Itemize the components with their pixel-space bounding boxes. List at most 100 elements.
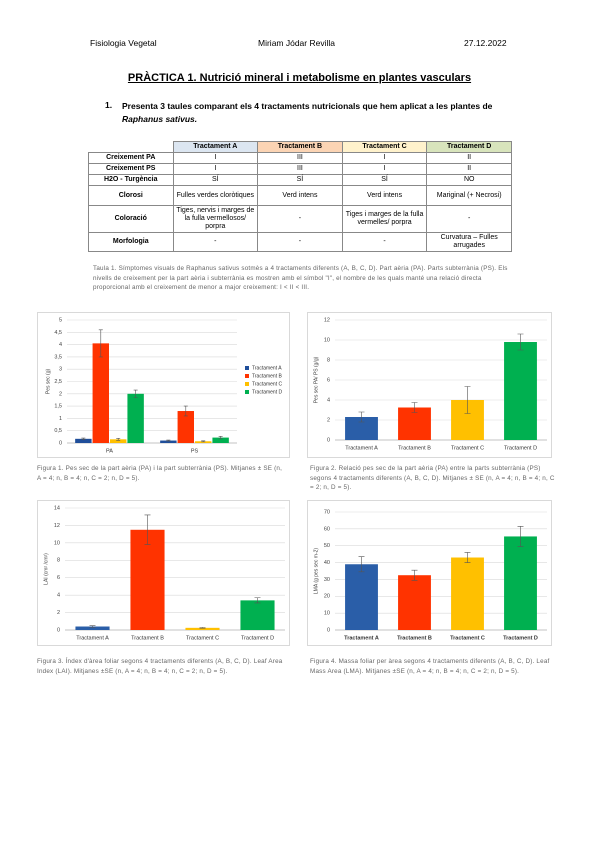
y-tick-label: 5: [59, 317, 62, 323]
y-tick-label: 3: [59, 367, 62, 373]
x-tick-label: Tractament A: [76, 635, 109, 641]
y-tick-label: 0: [327, 437, 330, 443]
header-author: Miriam Jódar Revilla: [258, 38, 335, 48]
bar: [195, 441, 212, 443]
bar: [212, 437, 229, 443]
x-tick-label: PA: [106, 448, 113, 454]
bar: [345, 564, 378, 630]
table-cell: Curvatura – Fulles arrugades: [426, 232, 512, 252]
table-cell: -: [341, 232, 428, 252]
bar: [345, 417, 378, 440]
table-header-row: Tractament A Tractament B Tractament C Trac…: [89, 141, 512, 153]
y-tick-label: 2: [327, 417, 330, 423]
error-bar: [133, 389, 138, 398]
error-bar: [183, 405, 188, 417]
table-cell: -: [257, 205, 343, 233]
legend-swatch: [245, 382, 249, 386]
chart: 0 2 4 6 8 10 12 Pes sec PA/ PS (g/g) Tractament …: [307, 312, 552, 458]
error-bar: [116, 438, 121, 441]
x-tick-label: Tractament C: [450, 635, 485, 641]
y-tick-label: 0: [57, 627, 60, 633]
x-tick-label: Tractament B: [398, 445, 431, 451]
y-tick-label: 2: [57, 610, 60, 616]
bar: [92, 343, 109, 443]
bar: [160, 440, 177, 443]
x-tick-label: Tractament D: [503, 635, 538, 641]
error-bar: [411, 569, 418, 581]
error-bar: [464, 552, 471, 563]
chart: 0 10 20 30 40 50 60 70 LMA (g pes sec m-2) Tracta…: [307, 500, 552, 646]
legend-swatch: [245, 374, 249, 378]
table-cell: I: [172, 163, 259, 175]
table-cell: -: [172, 232, 259, 252]
legend-label: Tractament C: [252, 381, 282, 387]
table-cell: Verd intens: [257, 185, 343, 206]
y-tick-label: 60: [324, 526, 330, 532]
x-tick-label: Tractament B: [131, 635, 164, 641]
bar: [451, 557, 484, 630]
table-row: Creixement PA I III I II: [88, 152, 512, 164]
error-bar: [464, 386, 471, 414]
error-bar: [218, 436, 223, 440]
question-number: 1.: [105, 100, 113, 110]
question-species: Raphanus sativus.: [122, 114, 198, 124]
chart: 0 0,5 1 1,5 2 2,5 3 3,5 4 4,5 5 Pes sec (g) PA PS Trac…: [37, 312, 290, 458]
table-row: Morfologia - - - Curvatura – Fulles arrugade…: [88, 232, 512, 252]
figure-caption: Figura 2. Relació pes sec de la part aèr…: [310, 465, 555, 491]
legend-label: Tractament A: [252, 365, 282, 371]
bar: [185, 627, 220, 630]
error-bar: [166, 439, 171, 442]
y-tick-label: 4: [57, 593, 60, 599]
error-bar: [517, 333, 524, 351]
x-tick-label: Tractament A: [344, 635, 379, 641]
table-row: Clorosi Fulles verdes cloròtiques Verd int…: [88, 185, 512, 206]
bar: [110, 439, 127, 443]
bar: [127, 393, 144, 443]
figure-caption: Figura 3. Índex d'àrea foliar segons 4 t…: [37, 658, 283, 675]
y-tick-label: 2,5: [54, 379, 62, 385]
y-tick-label: 40: [324, 560, 330, 566]
y-tick-label: 6: [57, 575, 60, 581]
y-tick-label: 6: [327, 377, 330, 383]
error-bar: [517, 526, 524, 547]
table-cell: -: [257, 232, 343, 252]
y-tick-label: 0: [59, 440, 62, 446]
table-cell: Tiges, nervis i marges de la fulla verme…: [172, 205, 259, 233]
table-caption: Taula 1. Símptomes visuals de Raphanus s…: [93, 265, 508, 291]
bar: [504, 342, 537, 440]
y-tick-label: 3,5: [54, 354, 62, 360]
bar: [75, 626, 110, 630]
y-tick-label: 4,5: [54, 330, 62, 336]
y-tick-label: 8: [327, 357, 330, 363]
error-bar: [358, 556, 365, 573]
bar: [177, 411, 194, 443]
bar: [398, 407, 431, 440]
y-axis-label: LMA (g pes sec m-2): [313, 548, 319, 594]
table-cell: NO: [426, 174, 512, 186]
chart-border: [307, 500, 552, 646]
table-row: Creixement PS I III I II: [88, 163, 512, 175]
table-cell: Fulles verdes cloròtiques: [172, 185, 259, 206]
bar: [130, 529, 165, 630]
x-tick-label: Tractament C: [451, 445, 484, 451]
y-tick-label: 4: [59, 342, 62, 348]
y-tick-label: 14: [54, 505, 60, 511]
x-tick-label: Tractament A: [345, 445, 378, 451]
figure-caption: Figura 1. Pes sec de la part aèria (PA) …: [37, 465, 283, 482]
table-header-cell: Tractament C: [341, 141, 428, 153]
y-tick-label: 1: [59, 416, 62, 422]
error-bar: [81, 437, 86, 440]
y-tick-label: 1,5: [54, 404, 62, 410]
table-header-cell: Tractament B: [257, 141, 343, 153]
chart-border: [37, 500, 290, 646]
error-bar: [98, 329, 103, 358]
table-cell: III: [257, 163, 343, 175]
bar: [504, 536, 537, 630]
y-tick-label: 30: [324, 577, 330, 583]
table-cell: I: [341, 163, 428, 175]
y-tick-label: 20: [324, 594, 330, 600]
table-row: H2O - Turgència SÍ SÍ SÍ NO: [88, 174, 512, 186]
y-tick-label: 2: [59, 391, 62, 397]
bar: [240, 600, 275, 630]
table-cell: Verd intens: [341, 185, 428, 206]
